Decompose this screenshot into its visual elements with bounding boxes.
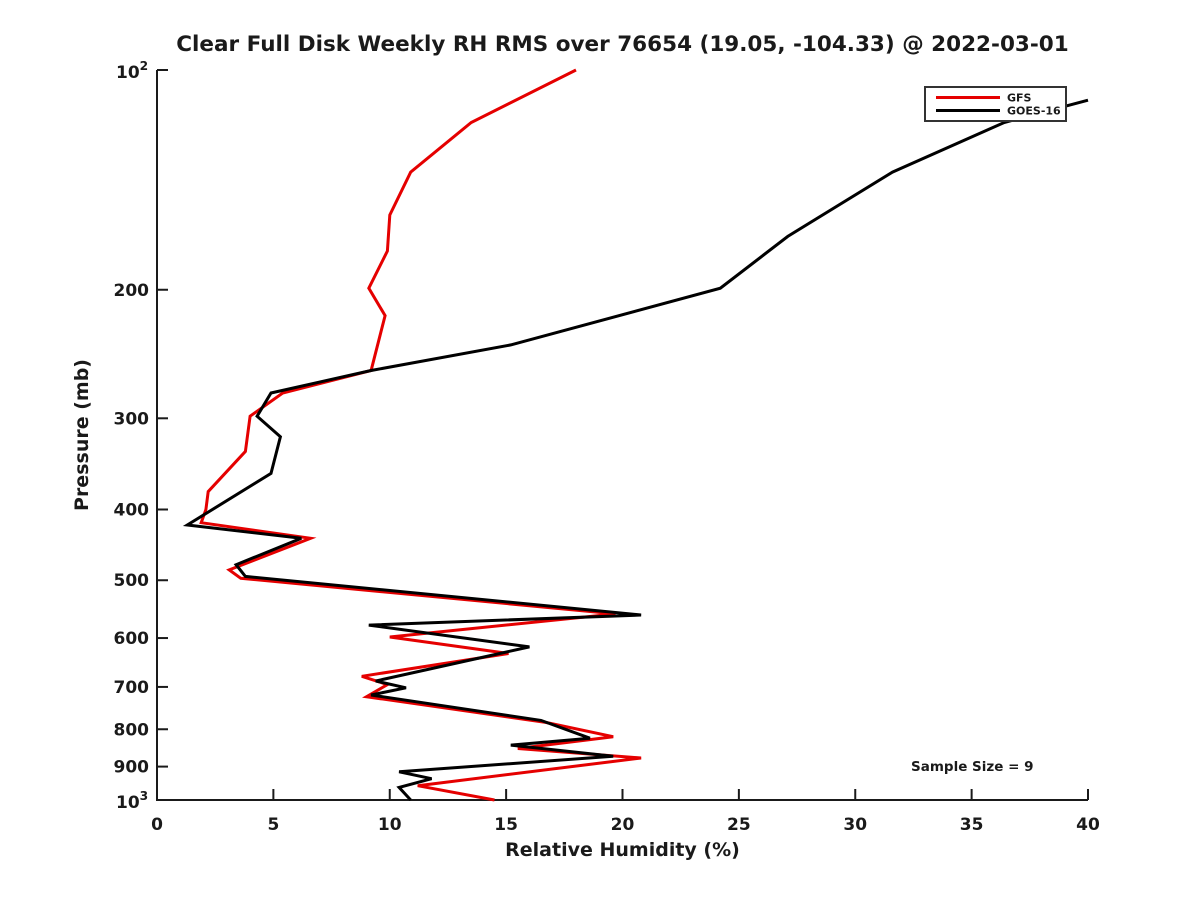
series-line-gfs [199, 68, 642, 802]
series-line-goes-16 [182, 98, 1089, 802]
x-tick-label: 15 [494, 815, 518, 835]
y-tick-label: 200 [114, 281, 150, 301]
legend-label-gfs: GFS [1007, 92, 1032, 105]
x-tick-label: 10 [378, 815, 402, 835]
x-tick-label: 0 [151, 815, 163, 835]
x-tick-label: 35 [960, 815, 984, 835]
y-tick-label: 600 [114, 629, 150, 649]
x-tick-label: 40 [1076, 815, 1100, 835]
sample-size-annotation: Sample Size = 9 [911, 759, 1034, 775]
x-tick-label: 5 [267, 815, 279, 835]
x-tick-label: 20 [611, 815, 635, 835]
x-tick-label: 30 [843, 815, 867, 835]
y-axis-label: Pressure (mb) [71, 359, 93, 511]
legend-box [924, 86, 1067, 122]
legend-label-goes-16: GOES-16 [1007, 105, 1061, 118]
y-tick-label: 103 [116, 789, 148, 813]
y-tick-label: 800 [114, 720, 150, 740]
x-tick-label: 25 [727, 815, 751, 835]
y-tick-label: 700 [114, 678, 150, 698]
x-axis-label: Relative Humidity (%) [505, 839, 740, 861]
chart-title: Clear Full Disk Weekly RH RMS over 76654… [176, 32, 1068, 57]
y-tick-label: 102 [116, 59, 148, 83]
y-tick-label: 300 [114, 409, 150, 429]
y-tick-label: 500 [114, 571, 150, 591]
y-tick-label: 900 [114, 758, 150, 778]
y-tick-label: 400 [114, 501, 150, 521]
